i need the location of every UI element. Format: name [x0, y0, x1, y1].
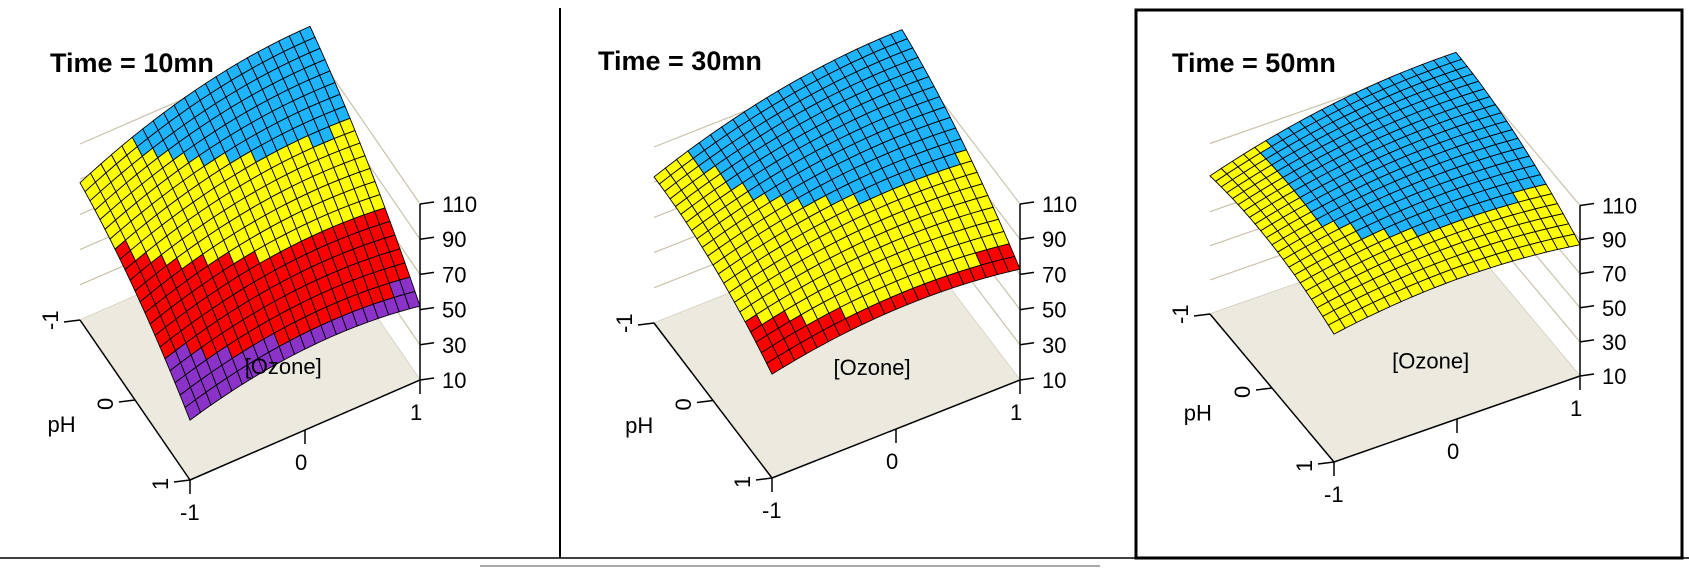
z-tick-label: 50	[1602, 296, 1626, 321]
z-tick-mark	[1019, 201, 1035, 205]
y-tick-label: 0	[671, 398, 696, 410]
z-tick-label: 10	[1042, 368, 1066, 393]
z-tick-label: 30	[442, 333, 466, 358]
surface-mesh	[653, 29, 1021, 375]
z-tick-label: 50	[1042, 298, 1066, 323]
x-axis: -1 0 1	[180, 379, 422, 525]
z-tick-mark	[419, 201, 435, 205]
z-tick-label: 30	[1602, 330, 1626, 355]
y-tick-mark	[755, 477, 773, 481]
z-tick-label: 110	[1602, 194, 1637, 219]
y-tick-mark	[173, 479, 191, 483]
y-axis-label: pH	[1184, 401, 1212, 426]
x-axis-label: [Ozone]	[834, 355, 911, 380]
y-tick-mark	[696, 399, 714, 404]
surface-panel-time-10: 10 30 50 70 90 110 -1 0 1 -1 0 1 Time = 10mn [Ozo…	[38, 25, 477, 525]
z-tick-label: 90	[1602, 228, 1626, 253]
x-axis: -1 0 1	[762, 379, 1022, 523]
z-tick-mark	[1579, 305, 1595, 309]
surface-cell	[184, 399, 202, 421]
z-tick-mark	[1579, 236, 1595, 241]
panel-title: Time = 10mn	[50, 48, 214, 78]
z-tick-mark	[1579, 270, 1595, 275]
z-tick-label: 110	[442, 192, 477, 217]
y-tick-mark	[1317, 461, 1335, 465]
surface-mesh	[1209, 51, 1581, 335]
panel-title: Time = 30mn	[598, 46, 762, 76]
x-tick-label: 0	[1447, 439, 1459, 464]
y-axis-label: pH	[625, 413, 653, 438]
surface-mesh	[79, 25, 421, 421]
z-tick-label: 10	[442, 368, 466, 393]
x-axis-label: [Ozone]	[245, 354, 322, 379]
z-tick-label: 10	[1602, 364, 1626, 389]
y-tick-label: 1	[730, 476, 755, 488]
z-tick-mark	[1579, 202, 1595, 207]
surface-panel-time-30: 10 30 50 70 90 110 -1 0 1 -1 0 1 Time = 30mn [Ozo…	[598, 29, 1077, 523]
y-axis: -1 0 1	[1168, 304, 1335, 472]
y-tick-label: -1	[612, 313, 637, 333]
z-tick-label: 70	[442, 262, 466, 287]
z-tick-mark	[1019, 236, 1035, 240]
z-tick-mark	[419, 377, 435, 381]
y-tick-mark	[637, 322, 655, 326]
panel-title: Time = 50mn	[1172, 48, 1336, 78]
z-tick-mark	[419, 342, 435, 346]
y-tick-label: 0	[1230, 386, 1255, 398]
z-axis: 10 30 50 70 90 110	[1019, 192, 1077, 393]
z-tick-label: 70	[1042, 262, 1066, 287]
z-tick-mark	[419, 236, 435, 240]
y-tick-label: -1	[1168, 304, 1193, 324]
x-tick-label: 1	[410, 400, 422, 425]
x-tick-label: -1	[762, 498, 782, 523]
y-tick-label: 1	[148, 478, 173, 490]
surface-cell	[766, 355, 784, 375]
z-tick-label: 70	[1602, 262, 1626, 287]
y-tick-mark	[63, 319, 81, 323]
z-tick-mark	[1019, 377, 1035, 381]
z-tick-mark	[1019, 342, 1035, 346]
y-axis: -1 0 1	[38, 310, 191, 490]
x-tick-label: -1	[1324, 482, 1344, 507]
z-tick-label: 110	[1042, 192, 1077, 217]
z-tick-mark	[1019, 271, 1035, 276]
z-tick-mark	[419, 271, 435, 276]
z-axis: 10 30 50 70 90 110	[1579, 194, 1637, 389]
z-tick-mark	[1579, 373, 1595, 377]
z-tick-label: 50	[442, 298, 466, 323]
y-tick-mark	[1193, 313, 1211, 317]
z-tick-mark	[419, 306, 435, 311]
z-tick-mark	[1019, 306, 1035, 311]
z-tick-mark	[1579, 339, 1595, 343]
x-tick-label: -1	[180, 500, 200, 525]
y-tick-label: 0	[93, 398, 118, 410]
y-tick-label: -1	[38, 310, 63, 330]
y-axis-label: pH	[48, 412, 76, 437]
surface-panel-time-50: 10 30 50 70 90 110 -1 0 1 -1 0 1 Time = 50mn [Ozo…	[1168, 48, 1637, 507]
z-axis: 10 30 50 70 90 110	[419, 192, 477, 393]
z-tick-label: 90	[1042, 227, 1066, 252]
z-tick-label: 90	[442, 227, 466, 252]
y-axis: -1 0 1	[612, 313, 773, 488]
x-axis-label: [Ozone]	[1392, 348, 1469, 373]
x-tick-label: 0	[295, 450, 307, 475]
x-axis: -1 0 1	[1324, 375, 1582, 507]
x-tick-label: 1	[1010, 400, 1022, 425]
surface-cell	[1327, 318, 1346, 335]
y-tick-mark	[1255, 387, 1273, 391]
x-tick-label: 1	[1570, 396, 1582, 421]
x-tick-label: 0	[886, 449, 898, 474]
z-tick-label: 30	[1042, 333, 1066, 358]
panel-borders	[0, 8, 1689, 567]
y-tick-mark	[118, 399, 136, 403]
y-tick-label: 1	[1292, 460, 1317, 472]
